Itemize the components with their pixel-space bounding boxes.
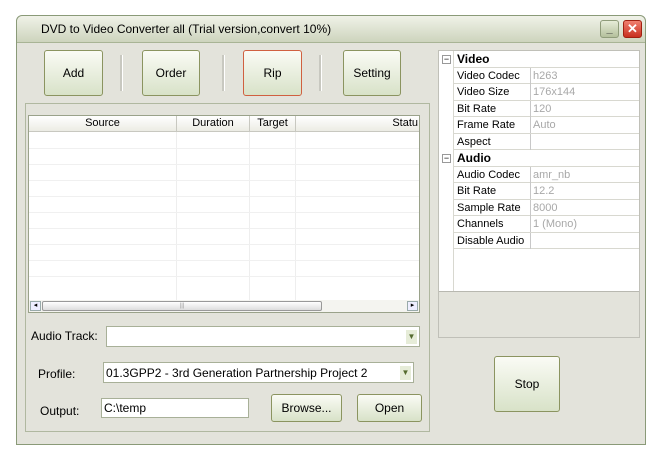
property-grid-body: − Video Video Codec h263 Video Size 176x14… bbox=[439, 51, 639, 292]
profile-value: 01.3GPP2 - 3rd Generation Partnership Pr… bbox=[106, 366, 368, 380]
audio-track-select[interactable]: ▼ bbox=[106, 326, 420, 347]
property-name: Video Codec bbox=[457, 69, 520, 82]
property-name: Channels bbox=[457, 218, 504, 230]
property-name: Audio Codec bbox=[457, 168, 520, 181]
property-value[interactable]: 120 bbox=[533, 102, 552, 115]
row-line bbox=[29, 244, 419, 245]
setting-button[interactable]: Setting bbox=[343, 50, 401, 96]
add-button[interactable]: Add bbox=[44, 50, 103, 96]
grid-line bbox=[295, 132, 296, 300]
row-line bbox=[29, 228, 419, 229]
property-name: Disable Audio bbox=[457, 234, 525, 247]
rip-button[interactable]: Rip bbox=[243, 50, 302, 96]
profile-select[interactable]: 01.3GPP2 - 3rd Generation Partnership Pr… bbox=[103, 362, 414, 383]
open-button[interactable]: Open bbox=[357, 394, 422, 422]
toolbar-separator bbox=[120, 55, 123, 91]
browse-button[interactable]: Browse... bbox=[271, 394, 342, 422]
property-name: Sample Rate bbox=[457, 201, 521, 214]
column-header-duration[interactable]: Duration bbox=[177, 116, 250, 132]
column-header-target[interactable]: Target bbox=[250, 116, 296, 132]
row-line bbox=[29, 164, 419, 165]
output-path-input[interactable] bbox=[101, 398, 249, 418]
grid-line bbox=[249, 132, 250, 300]
property-value[interactable]: h263 bbox=[533, 69, 558, 82]
stop-button[interactable]: Stop bbox=[494, 356, 560, 412]
minimize-button[interactable]: _ bbox=[600, 20, 619, 38]
collapse-video-icon[interactable]: − bbox=[442, 54, 451, 64]
property-row[interactable]: Aspect bbox=[454, 133, 639, 150]
property-gutter bbox=[453, 51, 454, 291]
grid-line bbox=[176, 132, 177, 300]
property-name: Frame Rate bbox=[457, 119, 516, 131]
row-line bbox=[29, 260, 419, 261]
row-line bbox=[29, 148, 419, 149]
property-row[interactable]: Audio Codec amr_nb bbox=[454, 166, 639, 183]
scrollbar-thumb[interactable]: ||| bbox=[42, 301, 322, 311]
property-value[interactable]: amr_nb bbox=[533, 168, 571, 181]
category-audio[interactable]: Audio bbox=[454, 150, 639, 167]
row-line bbox=[29, 212, 419, 213]
scroll-left-arrow-icon[interactable]: ◂ bbox=[30, 301, 41, 311]
toolbar-separator bbox=[319, 55, 322, 91]
toolbar-separator bbox=[222, 55, 225, 91]
property-row[interactable]: Bit Rate 120 bbox=[454, 100, 639, 117]
category-video[interactable]: Video bbox=[454, 51, 639, 68]
row-line bbox=[29, 180, 419, 181]
property-row[interactable]: Channels 1 (Mono) bbox=[454, 216, 639, 233]
collapse-audio-icon[interactable]: − bbox=[442, 153, 451, 163]
property-row[interactable]: Disable Audio bbox=[454, 232, 639, 249]
property-value[interactable]: 1 (Mono) bbox=[533, 218, 578, 230]
column-header-source[interactable]: Source bbox=[29, 116, 177, 132]
horizontal-scrollbar[interactable]: ◂ ||| ▸ bbox=[29, 300, 419, 312]
chevron-down-icon[interactable]: ▼ bbox=[406, 330, 417, 344]
output-label: Output: bbox=[40, 404, 80, 418]
property-row[interactable]: Frame Rate Auto bbox=[454, 117, 639, 134]
scroll-right-arrow-icon[interactable]: ▸ bbox=[407, 301, 418, 311]
property-value[interactable]: Auto bbox=[533, 119, 556, 131]
property-name: Bit Rate bbox=[457, 185, 497, 197]
title-bar[interactable]: DVD to Video Converter all (Trial versio… bbox=[17, 16, 645, 43]
column-header-status[interactable]: Statu bbox=[296, 116, 419, 132]
property-name: Video Size bbox=[457, 86, 510, 98]
row-line bbox=[29, 196, 419, 197]
audio-track-label: Audio Track: bbox=[31, 329, 98, 343]
property-row[interactable]: Video Size 176x144 bbox=[454, 84, 639, 101]
property-grid: − Video Video Codec h263 Video Size 176x14… bbox=[438, 50, 640, 338]
property-name: Aspect bbox=[457, 135, 491, 148]
row-line bbox=[29, 276, 419, 277]
source-table[interactable]: Source Duration Target Statu ◂ ||| ▸ bbox=[28, 115, 420, 313]
source-panel bbox=[25, 103, 430, 432]
property-row[interactable]: Sample Rate 8000 bbox=[454, 199, 639, 216]
profile-label: Profile: bbox=[38, 367, 76, 381]
property-row[interactable]: Bit Rate 12.2 bbox=[454, 183, 639, 200]
order-button[interactable]: Order bbox=[142, 50, 200, 96]
window-title: DVD to Video Converter all (Trial versio… bbox=[41, 22, 332, 36]
property-value[interactable]: 12.2 bbox=[533, 185, 555, 197]
property-name: Bit Rate bbox=[457, 102, 497, 115]
property-row[interactable]: Video Codec h263 bbox=[454, 67, 639, 84]
close-button[interactable]: ✕ bbox=[623, 20, 642, 38]
property-value[interactable]: 176x144 bbox=[533, 86, 576, 98]
chevron-down-icon[interactable]: ▼ bbox=[400, 366, 411, 380]
property-value[interactable]: 8000 bbox=[533, 201, 558, 214]
